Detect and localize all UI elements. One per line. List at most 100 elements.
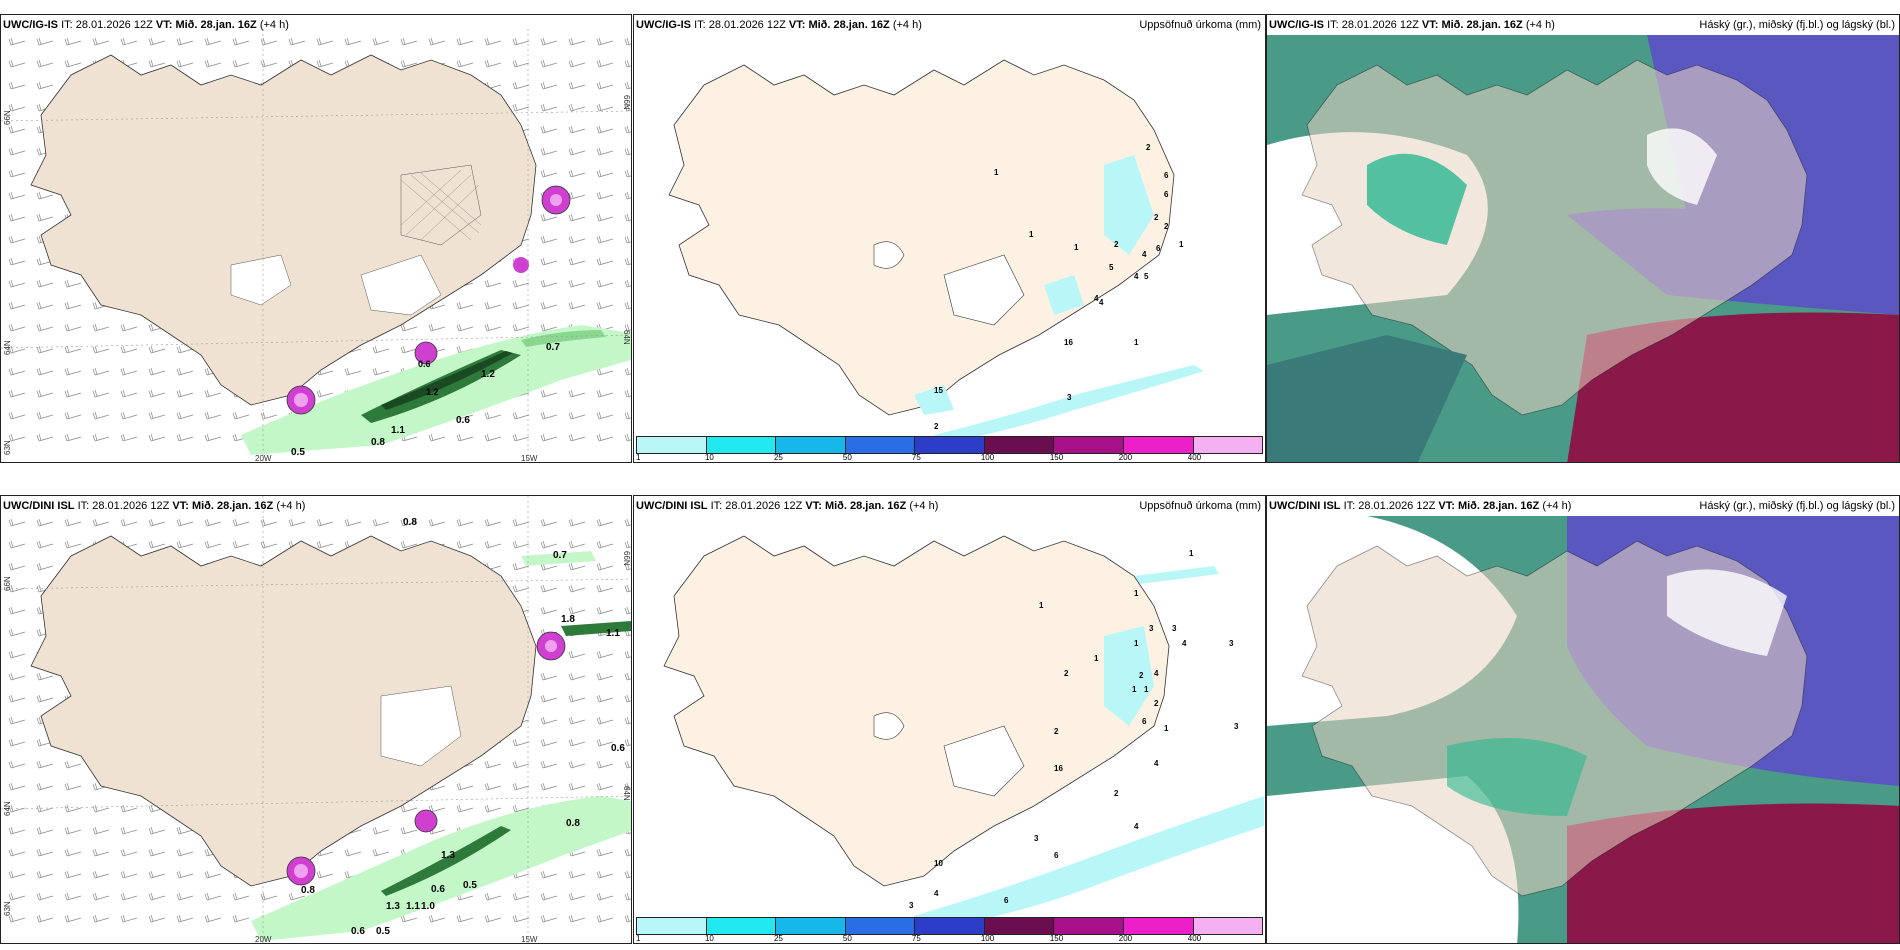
value-label: 4 <box>1154 759 1159 768</box>
axis-lat-63: 63N <box>3 440 12 455</box>
colorbar-tick: 200 <box>1118 934 1133 943</box>
colorbar-tick: 150 <box>1049 453 1064 462</box>
axis-lon-15: 15W <box>521 454 538 463</box>
colorbar-tick: 10 <box>704 934 714 943</box>
colorbar-tick: 25 <box>773 453 783 462</box>
panel-right-title: Uppsöfnuð úrkoma (mm) <box>1139 19 1261 31</box>
value-label: 0.8 <box>566 818 580 829</box>
value-label: 4 <box>1142 250 1147 259</box>
value-label: 0.6 <box>611 743 625 754</box>
accum-precip-map: 1 1 1 3 3 4 1 2 1 4 2 1 1 2 6 1 4 3 3 2 … <box>634 496 1265 943</box>
value-label: 1.3 <box>386 901 400 912</box>
value-label: 2 <box>1154 213 1159 222</box>
value-label: 2 <box>1114 240 1119 249</box>
value-label: 4 <box>1134 272 1139 281</box>
colorbar-swatch <box>1054 437 1124 453</box>
value-label: 2 <box>1146 143 1151 152</box>
value-label: 0.6 <box>351 926 365 937</box>
it-value: 28.01.2026 12Z <box>1341 19 1419 31</box>
colorbar-swatch <box>776 437 846 453</box>
value-label: 1 <box>1134 338 1139 347</box>
value-label: 4 <box>934 889 939 898</box>
cloud-cover-map <box>1267 516 1899 943</box>
value-label: 5 <box>1144 272 1149 281</box>
value-label: 0.5 <box>291 447 305 458</box>
value-label: 0.7 <box>553 550 567 561</box>
value-label: 3 <box>1149 624 1154 633</box>
value-label: 0.7 <box>546 342 560 353</box>
colorbar-ticks: 1 10 25 50 75 100 150 200 400 <box>636 934 1263 943</box>
axis-lat-64-right: 64N <box>622 330 631 345</box>
colorbar-swatch <box>984 918 1055 934</box>
value-label: 1.1 <box>391 425 405 436</box>
panel-title: UWC/DINI ISL IT: 28.01.2026 12Z VT: Mið.… <box>636 500 938 512</box>
value-label: 1 <box>1094 654 1099 663</box>
colorbar-swatch <box>1123 437 1194 453</box>
colorbar-tick: 100 <box>980 453 995 462</box>
value-label: 3 <box>1034 834 1039 843</box>
lead-time: (+4 h) <box>276 500 306 512</box>
colorbar-tick: 400 <box>1187 934 1202 943</box>
colorbar-swatches <box>636 917 1263 935</box>
colorbar-tick: 400 <box>1187 453 1202 462</box>
value-label: 1 <box>1164 724 1169 733</box>
value-label: 1.2 <box>426 387 439 397</box>
value-label: 6 <box>1164 190 1169 199</box>
colorbar-ticks: 1 10 25 50 75 100 150 200 400 <box>636 453 1263 462</box>
value-label: 2 <box>1164 222 1169 231</box>
value-label: 2 <box>1154 699 1159 708</box>
colorbar-swatch <box>845 437 916 453</box>
value-label: 2 <box>1114 789 1119 798</box>
value-label: 0.5 <box>376 926 390 937</box>
it-label: IT: <box>77 500 90 512</box>
value-label: 1.8 <box>561 614 575 625</box>
value-label: 4 <box>1154 669 1159 678</box>
value-label: 0.6 <box>431 884 445 895</box>
value-label: 1 <box>1074 243 1079 252</box>
value-label: 1.2 <box>481 369 495 380</box>
value-label: 3 <box>909 901 914 910</box>
value-label: 10 <box>934 859 943 868</box>
value-label: 1 <box>1179 240 1184 249</box>
panel-bottom-middle: UWC/DINI ISL IT: 28.01.2026 12Z VT: Mið.… <box>633 495 1266 944</box>
it-value: 28.01.2026 12Z <box>92 500 170 512</box>
value-label: 3 <box>1172 624 1177 633</box>
model-name: UWC/IG-IS <box>3 19 58 31</box>
panel-top-right: UWC/IG-IS IT: 28.01.2026 12Z VT: Mið. 28… <box>1266 14 1900 463</box>
panel-title: UWC/IG-IS IT: 28.01.2026 12Z VT: Mið. 28… <box>636 19 922 31</box>
model-name: UWC/IG-IS <box>636 19 691 31</box>
it-value: 28.01.2026 12Z <box>75 19 153 31</box>
it-value: 28.01.2026 12Z <box>708 19 786 31</box>
lead-time: (+4 h) <box>1542 500 1572 512</box>
vt-value: Mið. 28.jan. 16Z <box>1441 19 1523 31</box>
it-label: IT: <box>1327 19 1339 31</box>
value-label: 3 <box>1234 722 1239 731</box>
value-label: 0.6 <box>456 415 470 426</box>
panel-top-left: UWC/IG-IS IT: 28.01.2026 12Z VT: Mið. 28… <box>0 14 632 463</box>
colorbar-swatch <box>984 437 1055 453</box>
value-label: 5 <box>1109 263 1114 272</box>
colorbar-swatch <box>706 437 777 453</box>
colorbar-swatches <box>636 436 1263 454</box>
value-label: 0.8 <box>301 885 315 896</box>
axis-lon-20: 20W <box>255 454 272 463</box>
wind-precip-map: 0.8 0.7 1.8 1.1 0.6 0.8 1.3 0.6 0.5 1.3 … <box>1 496 631 943</box>
colorbar-swatch <box>637 918 707 934</box>
value-label: 6 <box>1054 851 1059 860</box>
axis-lat-64: 64N <box>3 801 12 816</box>
panel-title: UWC/IG-IS IT: 28.01.2026 12Z VT: Mið. 28… <box>3 19 289 31</box>
vt-value: Mið. 28.jan. 16Z <box>175 19 257 31</box>
value-label: 1 <box>1029 230 1034 239</box>
panel-title: UWC/IG-IS IT: 28.01.2026 12Z VT: Mið. 28… <box>1269 19 1555 31</box>
it-value: 28.01.2026 12Z <box>1358 500 1436 512</box>
vt-value: Mið. 28.jan. 16Z <box>1457 500 1540 512</box>
value-label: 16 <box>1064 338 1073 347</box>
value-label: 1 <box>1039 601 1044 610</box>
colorbar-swatch <box>1193 437 1263 453</box>
it-label: IT: <box>694 19 706 31</box>
value-label: 1 <box>1132 685 1137 694</box>
axis-lat-66: 66N <box>3 110 12 125</box>
vt-label: VT: <box>155 19 173 31</box>
colorbar-tick: 200 <box>1118 453 1133 462</box>
value-label: 0.8 <box>403 517 417 528</box>
